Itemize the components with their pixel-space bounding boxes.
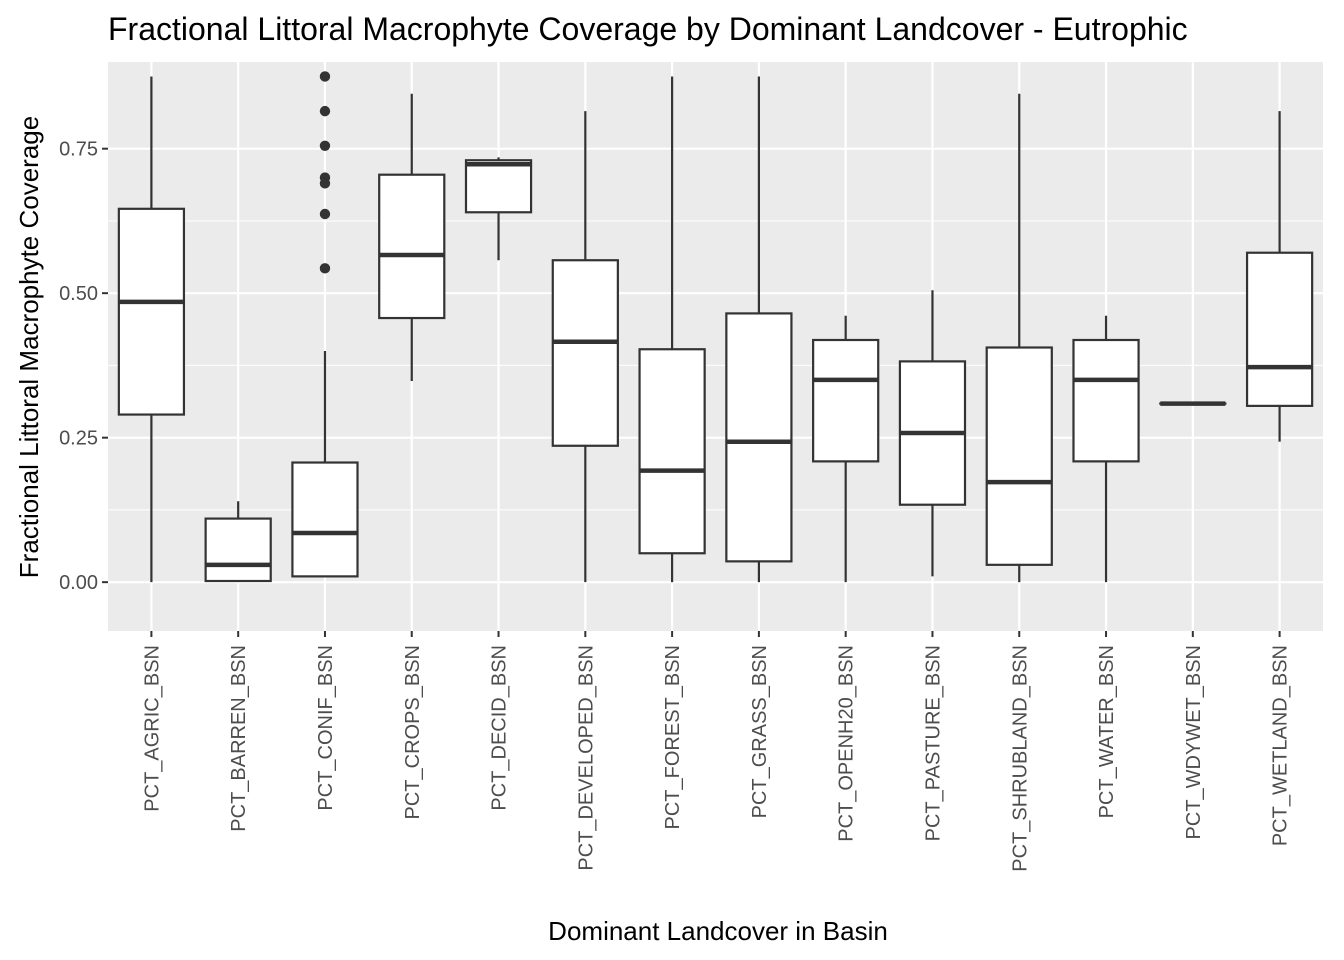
box-iqr [291,461,359,578]
x-tick-label: PCT_PASTURE_BSN [922,645,944,841]
y-tick-label: 0.25 [59,428,98,450]
box-pct_grass_bsn [725,76,793,583]
outlier-point [319,172,331,183]
outlier-point [319,71,331,82]
x-tick-label: PCT_WDYWET_BSN [1183,645,1205,839]
x-tick-label: PCT_DEVELOPED_BSN [575,645,597,871]
box-pct_wetland_bsn [1245,111,1314,442]
box-iqr [725,312,793,563]
box-iqr [812,338,880,463]
box-pct_water_bsn [1072,315,1140,583]
box-iqr [464,159,533,214]
box-iqr [1245,251,1314,407]
box-iqr [204,517,272,583]
box-iqr [117,207,186,416]
outlier-point [319,140,331,152]
x-tick-label: PCT_WETLAND_BSN [1270,645,1292,846]
plot-panel [108,62,1323,631]
x-tick-label: PCT_DECID_BSN [489,645,511,811]
x-tick-label: PCT_WATER_BSN [1096,645,1118,818]
box-pct_shrubland_bsn [985,93,1053,583]
x-tick-label: PCT_CROPS_BSN [402,645,424,820]
y-tick-label: 0.50 [59,283,98,305]
box-iqr [1072,338,1140,463]
box-iqr [638,348,706,555]
outlier-point [319,105,331,117]
x-tick-label: PCT_OPENH20_BSN [836,645,858,842]
x-tick-label: PCT_AGRIC_BSN [141,645,163,812]
y-tick-label: 0.00 [59,572,98,594]
y-tick-label: 0.75 [59,139,98,161]
x-tick-label: PCT_BARREN_BSN [228,645,250,832]
box-iqr [551,259,619,447]
box-pct_agric_bsn [117,76,186,583]
x-tick-label: PCT_CONIF_BSN [315,645,337,811]
box-pct_decid_bsn [464,157,533,261]
x-axis-title: Dominant Landcover in Basin [548,916,888,946]
box-iqr [378,173,446,320]
chart-title: Fractional Littoral Macrophyte Coverage … [108,11,1188,47]
x-tick-label: PCT_FOREST_BSN [662,645,684,829]
outlier-point [319,263,331,274]
box-pct_conif_bsn [291,71,359,578]
outlier-point [319,208,331,220]
y-axis: 0.00 0.25 0.50 0.75 [59,139,108,594]
y-axis-title: Fractional Littoral Macrophyte Coverage [14,116,44,578]
box-pct_crops_bsn [378,93,446,382]
box-pct_pasture_bsn [898,290,967,577]
x-tick-label: PCT_GRASS_BSN [749,645,771,818]
box-pct_developed_bsn [551,111,619,583]
box-pct_forest_bsn [638,76,706,583]
x-axis: PCT_AGRIC_BSN PCT_BARREN_BSN PCT_CONIF_BSN… [141,631,1292,872]
box-iqr [985,346,1053,566]
box-pct_barren_bsn [204,501,272,583]
boxplot-series [117,71,1314,583]
x-tick-label: PCT_SHRUBLAND_BSN [1009,645,1031,872]
box-pct_openh20_bsn [812,315,880,583]
